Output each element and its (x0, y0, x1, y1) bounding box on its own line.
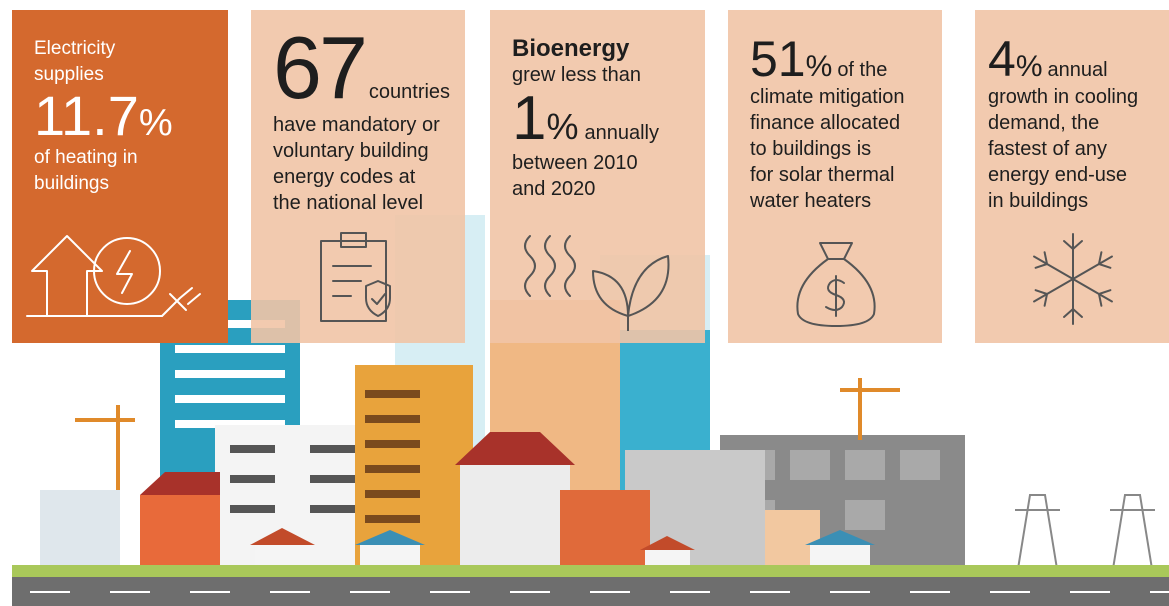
text: climate mitigation (750, 86, 905, 108)
text: of the (837, 59, 888, 81)
text: annually (584, 122, 660, 144)
electric-heat-icon (26, 235, 201, 317)
text: between 2010 (512, 152, 638, 174)
unit: % (1015, 50, 1043, 83)
text: finance allocated (750, 112, 901, 134)
card: 67 countries have mandatory or voluntary … (251, 10, 465, 343)
text: supplies (34, 64, 104, 85)
text: fastest of any (988, 138, 1107, 160)
text: of heating in (34, 147, 138, 168)
text: demand, the (988, 112, 1100, 134)
text: buildings (34, 173, 109, 194)
big-number: 51 (750, 31, 806, 87)
card: 51% of the climate mitigation finance all… (728, 10, 942, 343)
text: in buildings (988, 190, 1089, 212)
card: Bioenergy grew less than 1% annually betw… (490, 10, 705, 343)
text: energy end-use (988, 164, 1127, 186)
text: voluntary building (273, 140, 429, 162)
text: the national level (273, 192, 424, 214)
text: energy codes at (273, 166, 416, 188)
big-number: 1 (512, 84, 547, 153)
text: Bioenergy (512, 35, 630, 62)
clipboard-icon (320, 232, 391, 322)
text: grew less than (512, 64, 641, 86)
card: 4% annual growth in cooling demand, the f… (975, 10, 1169, 343)
text: water heaters (750, 190, 872, 212)
big-number: 67 (273, 18, 368, 117)
big-number: 4 (988, 31, 1016, 87)
text: Electricity (34, 38, 116, 59)
snowflake-icon (1028, 233, 1118, 325)
text: for solar thermal (750, 164, 895, 186)
bioenergy-icon (524, 235, 670, 331)
text: countries (368, 81, 451, 103)
text: to buildings is (750, 138, 872, 160)
text: annual (1047, 59, 1108, 81)
unit: % (805, 50, 833, 83)
unit: % (138, 102, 173, 144)
money-bag-icon (796, 242, 876, 327)
text: growth in cooling (988, 86, 1139, 108)
text: have mandatory or (273, 114, 440, 136)
text: and 2020 (512, 178, 596, 200)
unit: % (546, 106, 579, 147)
card: Electricity supplies 11.7% of heating in… (12, 10, 228, 343)
big-number: 11.7 (34, 84, 139, 147)
